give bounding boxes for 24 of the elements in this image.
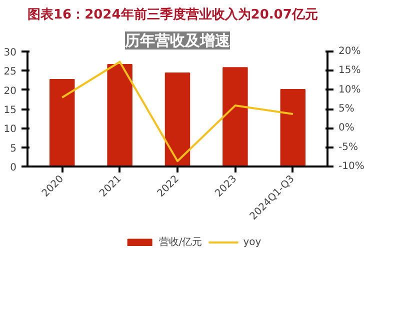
y2-tick-label: 5% xyxy=(338,104,354,114)
y2-tick-label: 0% xyxy=(338,122,354,134)
line-series xyxy=(61,60,294,162)
chart-title: 图表16：2024年前三季度营业收入为20.07亿元 xyxy=(28,6,318,22)
y-tick-label: 10 xyxy=(4,124,17,136)
y2-tick-label: -10% xyxy=(338,161,364,172)
bar xyxy=(50,78,75,166)
y-tick-label: 0 xyxy=(10,162,17,174)
y2-tick-label: -5% xyxy=(338,142,358,153)
y-tick-label: 5 xyxy=(10,143,17,154)
y-tick-label: 30 xyxy=(4,48,17,58)
y-tick-label: 15 xyxy=(4,105,17,116)
bar xyxy=(164,72,190,166)
chart-subtitle: 历年营收及增速 xyxy=(124,32,231,50)
legend-label: 营收/亿元 xyxy=(158,236,202,249)
y2-tick-label: 15% xyxy=(338,65,361,76)
legend-label: yoy xyxy=(243,236,262,248)
bar xyxy=(222,67,248,166)
y-tick-label: 20 xyxy=(4,86,17,97)
bar xyxy=(280,88,306,166)
y2-tick-label: 10% xyxy=(338,84,361,96)
y2-tick-label: 20% xyxy=(338,46,361,57)
y-tick-label: 25 xyxy=(4,66,17,78)
bar xyxy=(107,64,132,166)
